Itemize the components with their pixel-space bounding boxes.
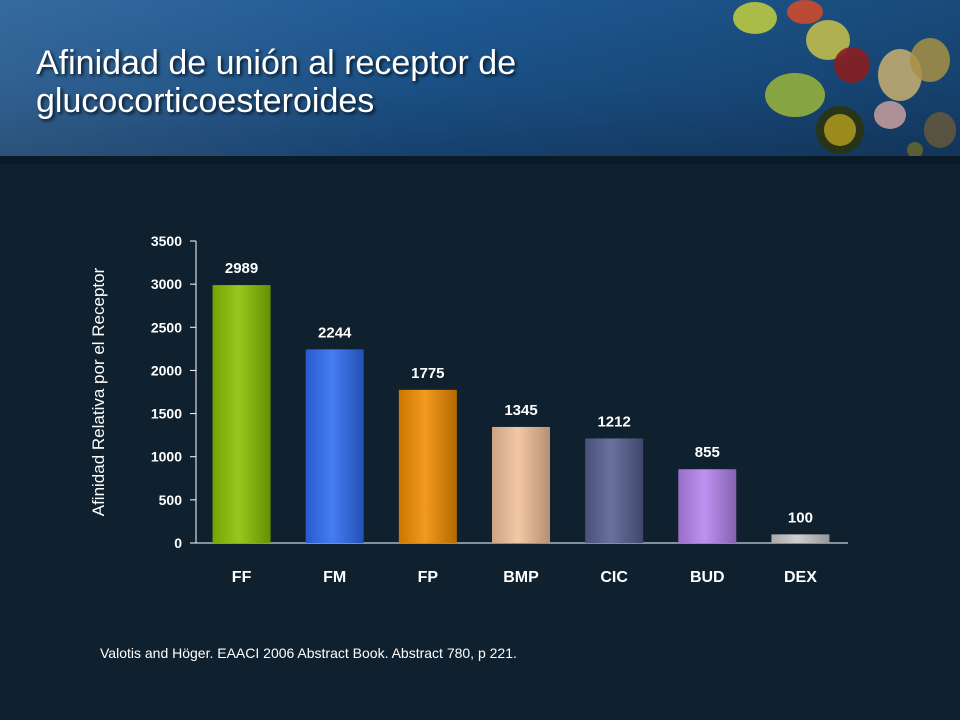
y-tick-label: 3000 <box>151 276 182 292</box>
data-label-bmp: 1345 <box>504 402 537 419</box>
data-label-fm: 2244 <box>318 324 352 341</box>
y-tick-label: 2000 <box>151 362 182 378</box>
category-label-bmp: BMP <box>503 569 539 586</box>
data-label-cic: 1212 <box>597 413 630 430</box>
data-label-dex: 100 <box>788 509 813 526</box>
data-label-ff: 2989 <box>225 260 258 277</box>
citation: Valotis and Höger. EAACI 2006 Abstract B… <box>100 645 517 661</box>
y-tick-label: 3500 <box>151 233 182 249</box>
bar-bud <box>678 469 737 543</box>
category-label-fm: FM <box>323 569 346 586</box>
y-tick-label: 2500 <box>151 319 182 335</box>
category-label-ff: FF <box>232 569 252 586</box>
y-tick-label: 500 <box>159 492 183 508</box>
y-tick-label: 1000 <box>151 449 182 465</box>
data-label-fp: 1775 <box>411 365 444 382</box>
bar-fm <box>305 349 364 543</box>
bar-ff <box>212 285 271 543</box>
header-strip <box>0 156 960 164</box>
y-tick-label: 0 <box>174 535 182 551</box>
category-label-cic: CIC <box>600 569 628 586</box>
slide-title: Afinidad de unión al receptor de glucoco… <box>36 44 517 120</box>
y-tick-label: 1500 <box>151 406 182 422</box>
data-label-bud: 855 <box>695 444 720 461</box>
category-label-dex: DEX <box>784 569 817 586</box>
category-label-bud: BUD <box>690 569 725 586</box>
pollen-decoration <box>733 0 956 158</box>
bar-dex <box>771 534 830 543</box>
bar-fp <box>398 389 457 543</box>
slide-header: Afinidad de unión al receptor de glucoco… <box>0 0 960 160</box>
bar-bmp <box>492 426 550 543</box>
category-label-fp: FP <box>418 569 439 586</box>
bar-cic <box>585 438 644 543</box>
